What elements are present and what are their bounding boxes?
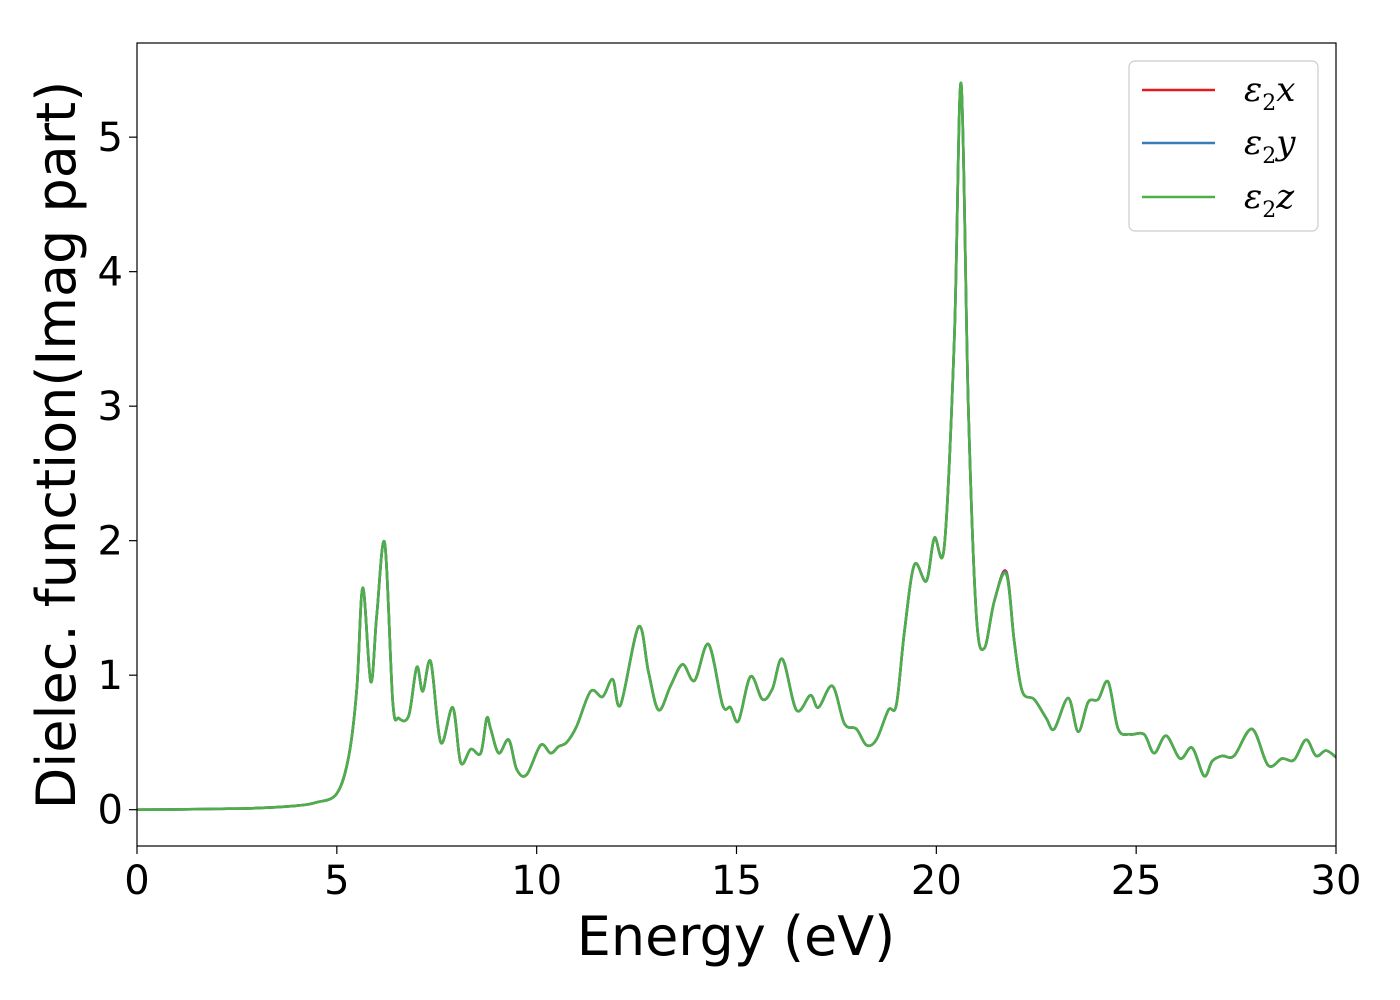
x-axis-title: Energy (eV): [577, 905, 896, 968]
x-tick-label: 25: [1111, 858, 1162, 904]
x-tick-label: 30: [1311, 858, 1362, 904]
legend-label: ε2z: [1244, 177, 1295, 223]
y-tick-label: 0: [98, 788, 123, 834]
legend-label: ε2y: [1244, 123, 1296, 169]
x-tick-label: 10: [511, 858, 562, 904]
series-line-e2z: [137, 82, 1336, 811]
y-tick-label: 5: [98, 115, 123, 161]
legend-box: [1128, 60, 1319, 232]
x-axis: 0 5 10 15 20 25 30: [124, 846, 1361, 904]
x-tick-label: 15: [711, 858, 762, 904]
x-tick-label: 0: [124, 858, 149, 904]
y-axis-title: Dielec. function(Imag part): [25, 81, 88, 810]
legend-label: ε2x: [1244, 70, 1295, 116]
y-axis: 0 1 2 3 4 5: [98, 115, 137, 834]
y-tick-label: 1: [98, 653, 123, 699]
x-tick-label: 5: [324, 858, 349, 904]
plot-area: [137, 82, 1336, 811]
y-tick-label: 3: [98, 384, 123, 430]
x-tick-label: 20: [911, 858, 962, 904]
legend: ε2x ε2y ε2z: [1128, 60, 1319, 232]
y-tick-label: 4: [98, 250, 123, 296]
y-tick-label: 2: [98, 519, 123, 565]
